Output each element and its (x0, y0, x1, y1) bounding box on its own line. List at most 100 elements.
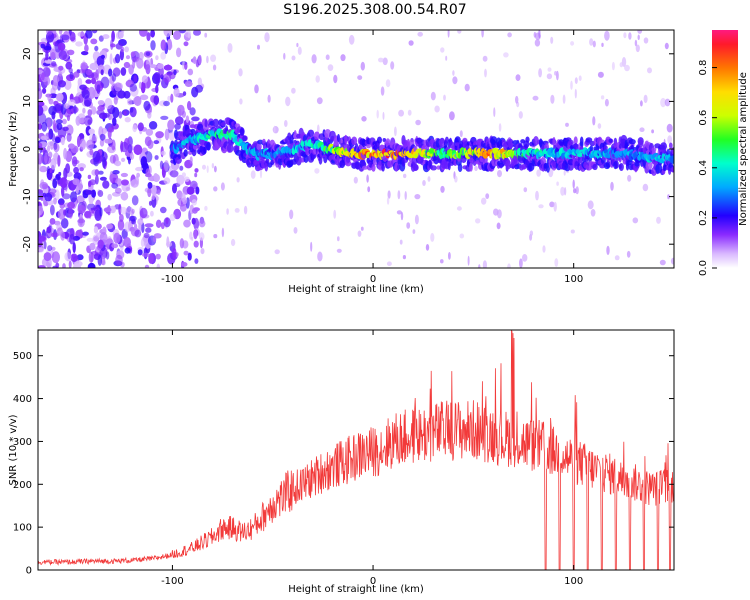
speckle-cell (404, 191, 407, 200)
noise-cell (155, 84, 159, 94)
speckle-cell (397, 190, 401, 200)
speckle-cell (503, 52, 509, 58)
speckle-cell (396, 210, 402, 215)
noise-cell (129, 215, 137, 222)
noise-cell (173, 69, 177, 76)
speckle-cell (402, 255, 406, 260)
ridge-halo (183, 149, 188, 157)
speckle-cell (507, 263, 511, 268)
noise-cell (134, 176, 139, 185)
noise-cell (43, 252, 52, 262)
noise-cell (194, 168, 199, 173)
noise-cell (129, 107, 134, 113)
speckle-cell (556, 181, 559, 186)
noise-cell (99, 139, 105, 147)
speckle-cell (507, 32, 512, 38)
speckle-cell (518, 111, 523, 119)
speckle-cell (481, 30, 484, 38)
speckle-cell (206, 165, 209, 173)
snr-y-ticks: 0 100 200 300 400 500 (13, 351, 674, 577)
noise-cell (58, 71, 63, 77)
noise-cell (51, 251, 60, 264)
noise-cell (118, 111, 123, 119)
noise-cell (169, 213, 176, 222)
noise-cell (61, 186, 65, 197)
ridge-halo (525, 136, 530, 143)
snr-y-tick-label: 500 (13, 351, 32, 362)
noise-cell (57, 42, 66, 51)
noise-cell (73, 166, 79, 174)
noise-cell (117, 219, 125, 231)
noise-cell (152, 236, 157, 243)
noise-cell (187, 252, 192, 261)
noise-cell (40, 72, 45, 81)
noise-cell (115, 53, 121, 64)
noise-cell (148, 200, 153, 206)
speckle-cell (590, 209, 596, 217)
ridge-halo (660, 142, 667, 150)
noise-cell (73, 71, 80, 78)
speckle-cell (563, 169, 566, 176)
noise-cell (89, 242, 96, 251)
noise-cell (40, 135, 48, 141)
speckle-cell (666, 123, 673, 133)
noise-cell (50, 204, 55, 216)
speckle-cell (337, 236, 340, 242)
speckle-cell (236, 177, 240, 183)
colorbar-label: Normalized spectral amplitude (738, 72, 749, 226)
speckle-cell (553, 201, 557, 212)
speckle-cell (434, 105, 440, 113)
noise-cell (114, 82, 122, 92)
speckle-cell (417, 31, 424, 37)
speckle-cell (267, 94, 271, 103)
speckle-cell (634, 39, 638, 47)
speckle-cell (482, 260, 487, 268)
speckle-cell (635, 44, 640, 53)
noise-cell (46, 226, 52, 234)
noise-cell (59, 178, 64, 184)
speckle-cell (619, 62, 624, 68)
noise-cell (123, 90, 131, 99)
ridge-halo (625, 142, 630, 147)
speckle-cell (664, 98, 671, 107)
noise-cell (38, 153, 43, 165)
noise-cell (160, 51, 167, 60)
noise-cell (183, 41, 189, 47)
noise-cell (155, 219, 162, 228)
noise-cell (139, 207, 148, 219)
speckle-cell (600, 95, 605, 100)
noise-cell (59, 203, 65, 209)
ridge-halo (668, 142, 673, 149)
noise-cell (125, 186, 131, 191)
ridge-halo (381, 164, 385, 172)
colorbar-tick-label: 0.4 (698, 160, 709, 176)
speckle-cell (187, 32, 191, 39)
noise-cell (47, 245, 53, 252)
noise-cell (73, 104, 77, 115)
speckle-cell (592, 40, 596, 48)
noise-cell (132, 124, 138, 133)
speckle-cell (386, 261, 392, 267)
speckle-cell (601, 42, 604, 48)
speckle-cell (452, 76, 458, 85)
speckle-cell (378, 57, 384, 63)
speckle-cell (536, 169, 541, 177)
speckle-cell (443, 94, 446, 101)
noise-cell (67, 49, 75, 56)
noise-cell (163, 64, 173, 71)
noise-cell (193, 229, 198, 240)
speckle-cell (394, 126, 397, 137)
noise-cell (180, 262, 188, 267)
ridge-halo (174, 129, 178, 139)
speckle-cell (475, 218, 481, 224)
noise-cell (111, 73, 117, 82)
noise-cell (91, 30, 98, 34)
noise-cell (185, 115, 190, 123)
speckle-cell (400, 211, 404, 221)
ridge-halo (469, 162, 473, 172)
noise-cell (47, 119, 51, 130)
colorbar-gradient (712, 30, 738, 268)
speckle-cell (291, 55, 296, 61)
ridge-halo (394, 162, 399, 172)
noise-cell (123, 111, 127, 116)
